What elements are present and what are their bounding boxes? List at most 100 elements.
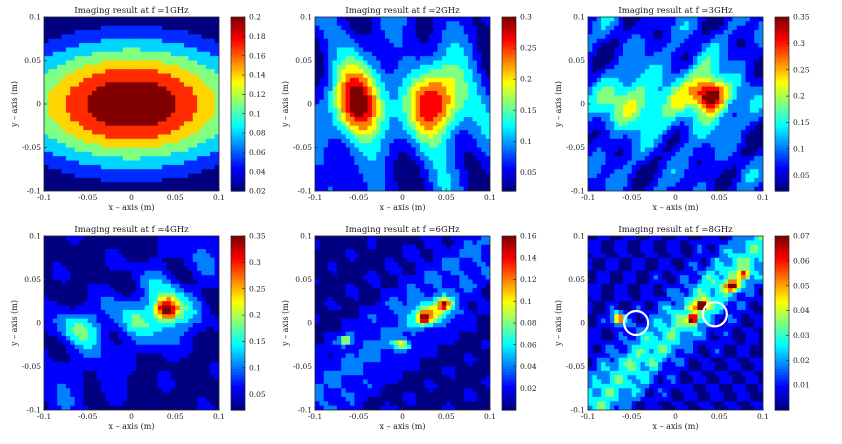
heatmap-cell bbox=[592, 104, 598, 109]
heatmap-cell bbox=[428, 73, 434, 79]
heatmap-cell bbox=[402, 151, 408, 157]
heatmap-cell bbox=[114, 51, 119, 57]
heatmap-cell bbox=[52, 182, 58, 188]
heatmap-cell bbox=[732, 77, 738, 83]
heatmap-cell bbox=[74, 104, 80, 109]
heatmap-cell bbox=[323, 69, 329, 75]
heatmap-cell bbox=[701, 95, 707, 101]
heatmap-cell bbox=[79, 99, 84, 105]
heatmap-cell bbox=[406, 56, 412, 62]
heatmap-cell bbox=[179, 130, 185, 136]
heatmap-cell bbox=[723, 182, 729, 188]
heatmap-cell bbox=[44, 56, 49, 62]
heatmap-cell bbox=[354, 108, 360, 114]
heatmap-cell bbox=[380, 104, 386, 109]
heatmap-cell bbox=[175, 64, 181, 70]
heatmap-cell bbox=[679, 156, 685, 162]
heatmap-cell bbox=[188, 151, 194, 157]
heatmap-cell bbox=[662, 95, 668, 101]
heatmap-cell bbox=[736, 43, 742, 49]
heatmap-cell bbox=[450, 60, 456, 66]
heatmap-cell bbox=[640, 90, 646, 96]
heatmap-cell bbox=[328, 104, 334, 109]
heatmap-cell bbox=[476, 51, 482, 57]
heatmap-cell bbox=[114, 90, 119, 96]
heatmap-cell bbox=[601, 25, 607, 31]
heatmap-cell bbox=[459, 64, 465, 70]
heatmap-cell bbox=[441, 60, 447, 66]
heatmap-cell bbox=[149, 64, 154, 70]
heatmap-cell bbox=[459, 82, 465, 88]
heatmap-cell bbox=[367, 138, 373, 144]
heatmap-cell bbox=[192, 104, 198, 109]
heatmap-cell bbox=[754, 125, 760, 131]
heatmap-cell bbox=[441, 64, 447, 70]
heatmap-cell bbox=[332, 121, 338, 127]
heatmap-cell bbox=[376, 69, 382, 75]
colorbar-swatch bbox=[502, 155, 516, 159]
heatmap-cell bbox=[596, 60, 602, 66]
heatmap-cell bbox=[406, 173, 412, 179]
heatmap-cell bbox=[402, 143, 408, 149]
heatmap-cell bbox=[701, 60, 707, 66]
heatmap-cell bbox=[201, 86, 207, 92]
heatmap-cell bbox=[406, 104, 412, 109]
heatmap-cell bbox=[653, 34, 659, 40]
heatmap-cell bbox=[605, 121, 611, 127]
heatmap-cell bbox=[693, 34, 698, 40]
heatmap-cell bbox=[701, 99, 707, 105]
heatmap-cell bbox=[109, 169, 115, 175]
heatmap-cell bbox=[415, 164, 421, 170]
heatmap-cell bbox=[354, 130, 360, 136]
heatmap-cell bbox=[736, 82, 742, 88]
heatmap-cell bbox=[166, 104, 172, 109]
heatmap-cell bbox=[345, 143, 351, 149]
heatmap-cell bbox=[741, 90, 747, 96]
heatmap-cell bbox=[170, 25, 176, 31]
heatmap-cell bbox=[83, 43, 89, 49]
heatmap-cell bbox=[420, 173, 425, 179]
heatmap-cell bbox=[749, 156, 755, 162]
heatmap-cell bbox=[144, 77, 150, 83]
heatmap-cell bbox=[184, 151, 189, 157]
heatmap-cell bbox=[450, 117, 456, 122]
heatmap-cell bbox=[350, 38, 355, 44]
heatmap-cell bbox=[184, 60, 189, 66]
heatmap-cell bbox=[197, 95, 203, 101]
heatmap-cell bbox=[671, 77, 677, 83]
heatmap-cell bbox=[323, 77, 329, 83]
heatmap-cell bbox=[214, 77, 219, 83]
heatmap-cell bbox=[140, 38, 146, 44]
heatmap-cell bbox=[323, 82, 329, 88]
heatmap-cell bbox=[358, 30, 364, 35]
heatmap-cell bbox=[472, 147, 478, 153]
heatmap-cell bbox=[319, 30, 325, 35]
heatmap-cell bbox=[315, 156, 320, 162]
heatmap-cell bbox=[714, 169, 720, 175]
heatmap-cell bbox=[640, 160, 646, 166]
heatmap-cell bbox=[406, 125, 412, 131]
heatmap-cell bbox=[420, 51, 425, 57]
colorbar-swatch bbox=[231, 169, 245, 173]
heatmap-cell bbox=[679, 164, 685, 170]
colorbar-swatch bbox=[231, 44, 245, 48]
heatmap-cell bbox=[463, 160, 469, 166]
heatmap-cell bbox=[135, 43, 141, 49]
heatmap-cell bbox=[92, 90, 98, 96]
heatmap-cell bbox=[52, 34, 58, 40]
heatmap-cell bbox=[736, 117, 742, 122]
heatmap-cell bbox=[336, 34, 342, 40]
heatmap-cell bbox=[380, 182, 386, 188]
heatmap-cell bbox=[485, 143, 490, 149]
heatmap-cell bbox=[684, 143, 690, 149]
heatmap-cell bbox=[336, 17, 342, 22]
heatmap-cell bbox=[463, 156, 469, 162]
heatmap-cell bbox=[428, 69, 434, 75]
heatmap-cell bbox=[52, 117, 58, 122]
heatmap-cell bbox=[433, 17, 439, 22]
heatmap-cell bbox=[398, 104, 404, 109]
heatmap-cell bbox=[649, 95, 655, 101]
heatmap-cell bbox=[710, 143, 716, 149]
heatmap-cell bbox=[398, 34, 404, 40]
heatmap-cell bbox=[588, 64, 593, 70]
